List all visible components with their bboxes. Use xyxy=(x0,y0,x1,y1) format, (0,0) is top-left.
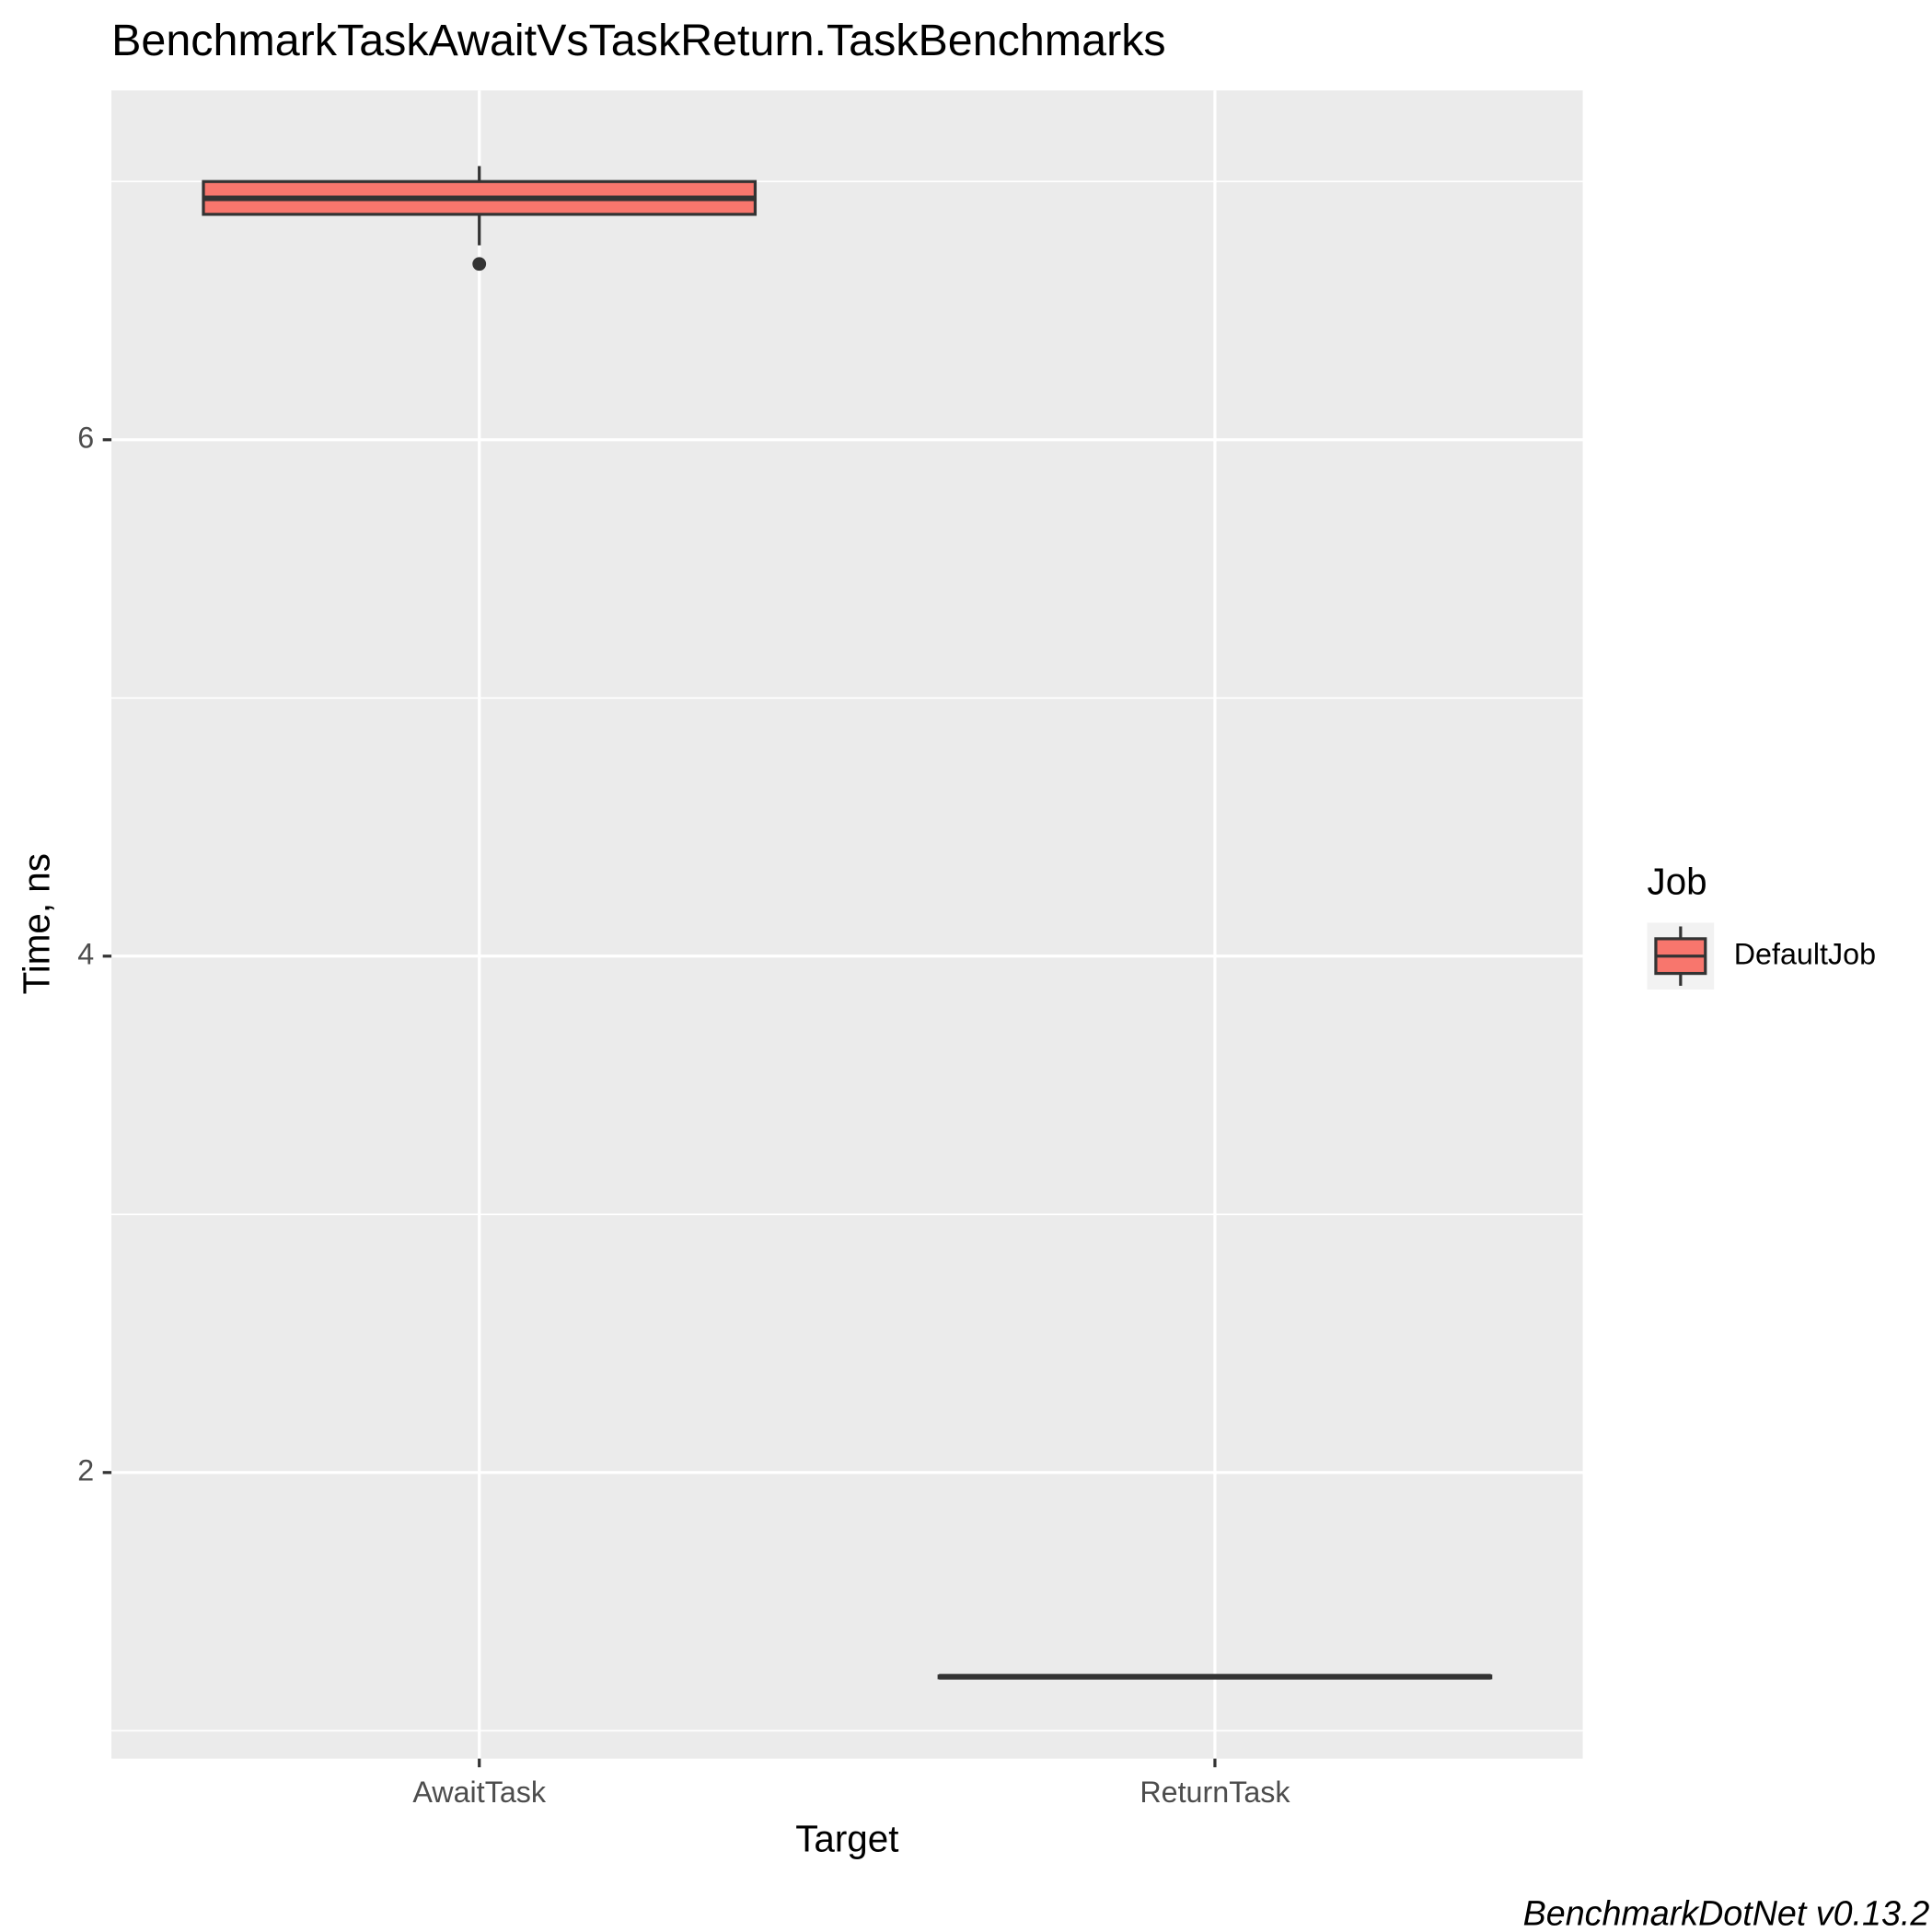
panel xyxy=(111,90,1583,1759)
legend-label: DefaultJob xyxy=(1734,937,1876,970)
marks xyxy=(202,166,1493,1680)
outlier xyxy=(472,257,487,272)
chart-title: BenchmarkTaskAwaitVsTaskReturn.TaskBench… xyxy=(111,16,1166,65)
x-axis-title: Target xyxy=(795,1817,898,1859)
caption: BenchmarkDotNet v0.13.2 xyxy=(1523,1893,1930,1932)
legend-title: Job xyxy=(1648,860,1707,902)
x-tick-label: ReturnTask xyxy=(1140,1776,1290,1809)
y-tick-label: 4 xyxy=(77,937,94,970)
grid xyxy=(111,90,1583,1759)
y-tick-label: 6 xyxy=(77,421,94,454)
y-tick-label: 2 xyxy=(77,1453,94,1487)
x-tick-label: AwaitTask xyxy=(412,1776,547,1809)
y-axis-title: Time, ns xyxy=(16,853,58,994)
